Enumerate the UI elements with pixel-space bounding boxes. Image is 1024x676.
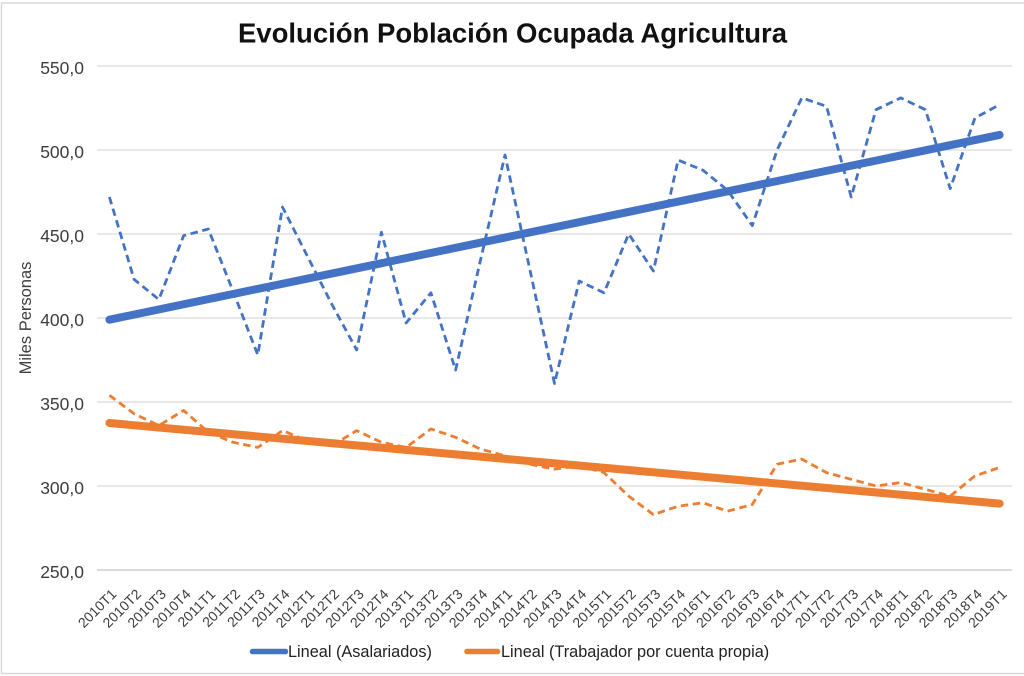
- svg-text:Lineal (Asalariados): Lineal (Asalariados): [288, 643, 432, 661]
- svg-text:Lineal (Trabajador por cuenta: Lineal (Trabajador por cuenta propia): [501, 643, 769, 661]
- svg-text:250,0: 250,0: [40, 562, 84, 582]
- svg-text:550,0: 550,0: [40, 58, 84, 78]
- svg-text:300,0: 300,0: [40, 478, 84, 498]
- svg-text:400,0: 400,0: [40, 310, 84, 330]
- svg-text:Miles Personas: Miles Personas: [17, 262, 35, 375]
- svg-text:350,0: 350,0: [40, 394, 84, 414]
- svg-text:Evolución Población Ocupada Ag: Evolución Población Ocupada Agricultura: [238, 18, 788, 49]
- svg-text:450,0: 450,0: [40, 226, 84, 246]
- svg-text:500,0: 500,0: [40, 142, 84, 162]
